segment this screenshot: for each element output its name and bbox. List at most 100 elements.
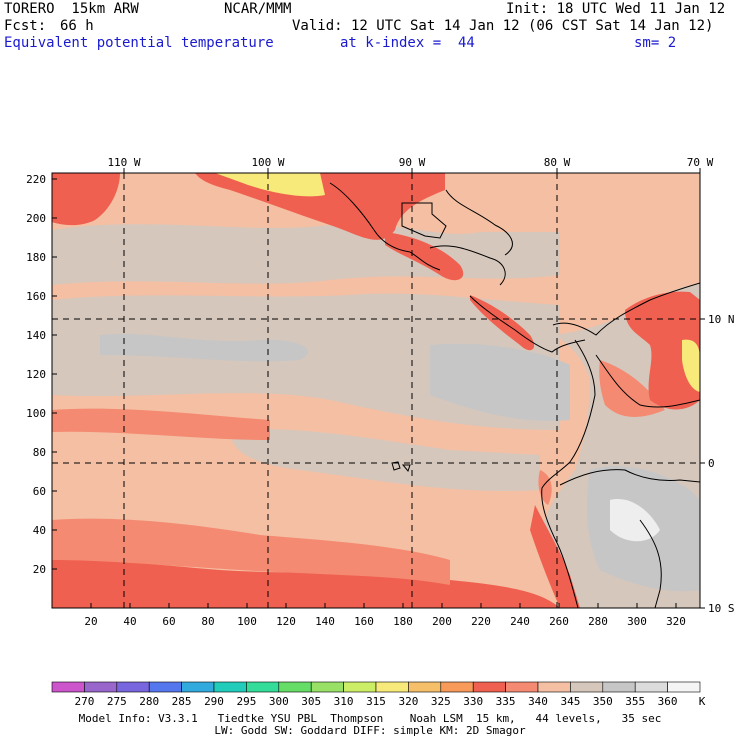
map-frame [51, 172, 701, 609]
colorbar-label: 350 [593, 695, 613, 708]
model-title: TORERO 15km ARW [4, 1, 139, 17]
coast-caribbean [445, 189, 513, 256]
grid-y-label: 160 [26, 290, 46, 303]
grid-y-label: 200 [26, 212, 46, 225]
grey-patch-b [430, 343, 570, 421]
grid-x-label: 160 [354, 615, 374, 628]
colorbar-label: 270 [74, 695, 94, 708]
red-costa-rica [470, 295, 535, 351]
grid-x-label: 300 [627, 615, 647, 628]
coast-mexico-pacific [329, 182, 441, 271]
salmon-colombia [599, 360, 665, 417]
grid-y-label: 40 [33, 524, 46, 537]
field-name: Equivalent potential temperature [4, 35, 274, 51]
colorbar-swatch [213, 681, 247, 693]
red-central-america [385, 232, 464, 281]
coast-honduras [429, 245, 506, 286]
map-axes: 110 W 100 W 90 W 80 W 70 W 10 N 0 10 S 220 200 180… [26, 156, 734, 628]
level-label: at k-index = 44 [340, 35, 475, 51]
grid-y-label: 180 [26, 251, 46, 264]
colorbar-swatch [570, 681, 604, 693]
red-mexico-coast [195, 173, 445, 240]
colorbar-swatch [310, 681, 344, 693]
grid-y-label: 220 [26, 173, 46, 186]
salmon-band-south [52, 518, 450, 585]
colorbar-label: 310 [334, 695, 354, 708]
center-label: NCAR/MMM [224, 1, 292, 17]
colorbar-label: 335 [496, 695, 516, 708]
colorbar-swatch [472, 681, 506, 693]
colorbar-label: 305 [301, 695, 321, 708]
lon-label: 80 W [544, 156, 571, 169]
colorbar-swatch [343, 681, 377, 693]
colorbar-swatch [667, 681, 701, 693]
grid-y-label: 20 [33, 563, 46, 576]
yellow-mexico [215, 173, 325, 197]
colorbar-swatch [505, 681, 539, 693]
colorbar-label: 360 [658, 695, 678, 708]
border-peru-brazil [639, 519, 662, 608]
grid-y-label: 80 [33, 446, 46, 459]
grid-y-label: 60 [33, 485, 46, 498]
grid-x-label: 120 [276, 615, 296, 628]
grid-x-label: 140 [315, 615, 335, 628]
colorbar-label: 355 [625, 695, 645, 708]
colorbar-swatch [84, 681, 118, 693]
grid-x-label: 280 [588, 615, 608, 628]
model-info-line2: LW: Godd SW: Goddard DIFF: simple KM: 2D… [214, 724, 526, 737]
grid-x-label: 60 [162, 615, 175, 628]
lon-label: 70 W [687, 156, 714, 169]
galapagos-islands [391, 461, 411, 473]
salmon-band-mid [52, 408, 270, 440]
colorbar-label: 285 [172, 695, 192, 708]
lon-label: 110 W [107, 156, 140, 169]
grid-x-label: 260 [549, 615, 569, 628]
grid-x-label: 320 [666, 615, 686, 628]
valid-time: Valid: 12 UTC Sat 14 Jan 12 (06 CST Sat … [292, 18, 714, 34]
coast-costa-rica-panama [469, 295, 586, 353]
grid-x-label: 200 [432, 615, 452, 628]
colorbar-label: 330 [463, 695, 483, 708]
colorbar-swatch [51, 681, 85, 693]
colorbar-unit: K [699, 695, 706, 708]
colorbar-label: 290 [204, 695, 224, 708]
colorbar-swatch [602, 681, 636, 693]
border-colombia-venezuela [595, 354, 700, 408]
colorbar-label: 275 [107, 695, 127, 708]
smoothing-label: sm= 2 [634, 35, 677, 51]
border-ecuador-peru [559, 469, 700, 486]
red-nw [52, 173, 120, 226]
model-info-line1: Model Info: V3.3.1 Tiedtke YSU PBL Thomp… [78, 712, 662, 725]
temperature-field [52, 173, 700, 608]
lat-label: 0 [708, 457, 715, 470]
red-andes-north [625, 291, 700, 410]
border-guatemala [401, 202, 447, 239]
grey-patch-a [100, 333, 308, 362]
grid-x-label: 100 [237, 615, 257, 628]
colorbar-swatch [537, 681, 571, 693]
colorbar-label: 300 [269, 695, 289, 708]
colorbar: 270 275 280 285 290 295 300 305 310 315 320 325 330 3… [51, 681, 706, 708]
grid-x-label: 180 [393, 615, 413, 628]
grid-x-label: 20 [84, 615, 97, 628]
grid-y-label: 120 [26, 368, 46, 381]
colorbar-label: 340 [528, 695, 548, 708]
colorbar-label: 315 [366, 695, 386, 708]
colorbar-swatch [148, 681, 182, 693]
colorbar-label: 280 [139, 695, 159, 708]
yellow-andes [682, 339, 700, 392]
grid-x-label: 220 [471, 615, 491, 628]
coast-sa-pacific [541, 339, 596, 608]
grey-band-north [52, 224, 560, 285]
forecast-label: Fcst: [4, 18, 47, 34]
coast-colombia-north [552, 282, 700, 336]
red-peru-coast [530, 505, 580, 608]
grid-y-label: 100 [26, 407, 46, 420]
init-time: Init: 18 UTC Wed 11 Jan 12 [506, 1, 726, 17]
grey-band-south [230, 429, 540, 491]
lon-label: 100 W [251, 156, 284, 169]
lon-label: 90 W [399, 156, 426, 169]
grid-x-label: 40 [123, 615, 136, 628]
coastlines [329, 182, 700, 608]
